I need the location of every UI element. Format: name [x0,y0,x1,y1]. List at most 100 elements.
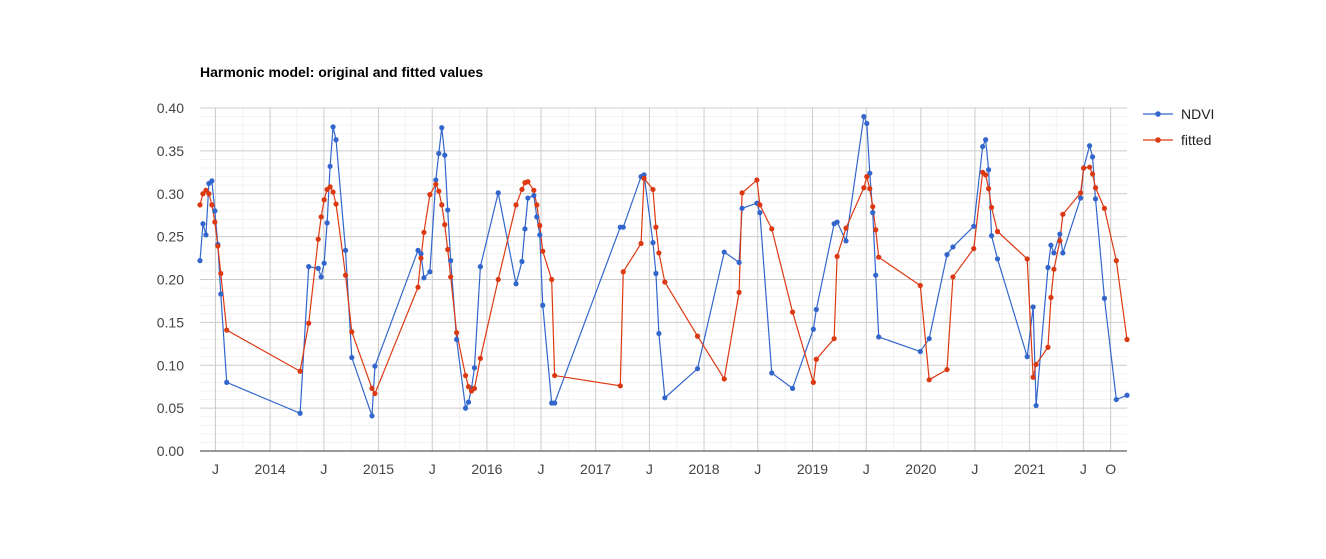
data-point-fitted [810,379,816,385]
data-point-ndvi [917,348,923,355]
data-point-fitted [454,330,460,336]
data-point-fitted [1030,374,1036,380]
data-point-fitted [873,227,879,233]
data-point-fitted [1081,165,1087,171]
data-point-ndvi [349,354,355,361]
data-point-fitted [421,229,427,235]
data-point-fitted [306,320,312,326]
x-tick-label: J [429,461,436,477]
data-point-ndvi [318,274,324,280]
data-point-ndvi [861,113,867,120]
data-point-fitted [327,184,333,190]
data-point-fitted [721,376,727,382]
data-point-ndvi [620,224,626,230]
data-point-fitted [552,372,558,379]
data-point-fitted [994,228,1001,235]
chart-title: Harmonic model: original and fitted valu… [200,64,484,80]
data-point-ndvi [1051,250,1057,256]
data-point-fitted [917,282,923,289]
data-point-fitted [218,270,224,277]
data-point-fitted [1113,258,1119,264]
data-point-ndvi [662,395,668,401]
data-point-ndvi [433,177,439,183]
data-point-ndvi [203,232,209,238]
x-tick-label: 2015 [363,461,394,477]
data-point-fitted [415,284,421,290]
data-point-fitted [789,309,796,315]
data-point-fitted [465,384,472,390]
series-line-ndvi [199,114,1128,417]
data-point-fitted [867,186,873,192]
x-tick-label: 2020 [905,461,936,477]
data-point-ndvi [876,334,882,340]
data-point-ndvi [769,370,775,376]
data-point-fitted [1060,211,1066,217]
y-tick-label: 0.25 [157,229,184,245]
data-point-ndvi [843,238,849,244]
data-point-ndvi [531,192,537,199]
data-point-ndvi [1045,264,1051,271]
data-point-fitted [739,190,745,196]
data-point-ndvi [495,190,501,196]
data-point-fitted [950,274,956,280]
data-point-ndvi [1030,304,1036,310]
data-point-fitted [495,276,501,283]
y-tick-label: 0.35 [157,143,184,159]
x-tick-label: J [646,461,653,477]
data-point-ndvi [197,258,203,264]
data-point-fitted [439,202,445,208]
data-point-ndvi [983,137,989,143]
data-point-fitted [197,202,203,208]
data-point-ndvi [721,249,727,255]
data-point-ndvi [1048,242,1054,248]
data-point-fitted [427,192,433,198]
data-point-fitted [641,175,647,181]
data-point-ndvi [736,259,742,265]
data-point-fitted [1057,238,1063,244]
data-point-ndvi [867,170,873,176]
data-point-ndvi [540,302,546,308]
data-point-fitted [209,202,215,208]
data-point-fitted [349,329,355,335]
x-tick-label: O [1105,461,1116,477]
data-point-ndvi [834,219,840,225]
data-point-fitted [342,272,349,278]
data-point-ndvi [462,405,469,411]
data-point-ndvi [1092,196,1099,202]
data-point-fitted [985,186,992,192]
data-point-fitted [843,225,849,231]
data-point-ndvi [525,195,531,201]
data-point-fitted [1024,256,1030,262]
data-point-fitted [203,187,209,193]
data-point-ndvi [465,399,472,405]
data-point-ndvi [212,208,218,214]
y-tick-label: 0.40 [157,100,184,116]
data-point-ndvi [864,120,870,127]
data-point-ndvi [813,306,819,313]
data-point-ndvi [994,256,1001,262]
y-tick-label: 0.20 [157,272,184,288]
x-tick-label: J [212,461,219,477]
y-tick-label: 0.05 [157,400,184,416]
data-point-ndvi [810,326,816,332]
data-point-ndvi [1124,392,1130,398]
data-point-fitted [224,327,230,333]
x-tick-label: 2018 [688,461,719,477]
data-point-fitted [519,186,525,193]
data-point-ndvi [200,221,206,227]
data-point-fitted [206,191,212,197]
data-point-fitted [513,202,519,208]
data-point-fitted [620,269,626,275]
data-point-ndvi [537,232,543,238]
data-point-fitted [436,188,442,194]
data-point-ndvi [656,330,662,337]
data-point-ndvi [439,125,445,131]
data-point-fitted [525,179,531,185]
y-tick-label: 0.00 [157,443,184,459]
data-point-ndvi [552,400,558,406]
data-point-ndvi [950,244,956,250]
data-point-fitted [864,174,870,180]
data-point-fitted [870,204,876,210]
data-point-fitted [754,177,760,183]
data-point-ndvi [342,247,349,253]
